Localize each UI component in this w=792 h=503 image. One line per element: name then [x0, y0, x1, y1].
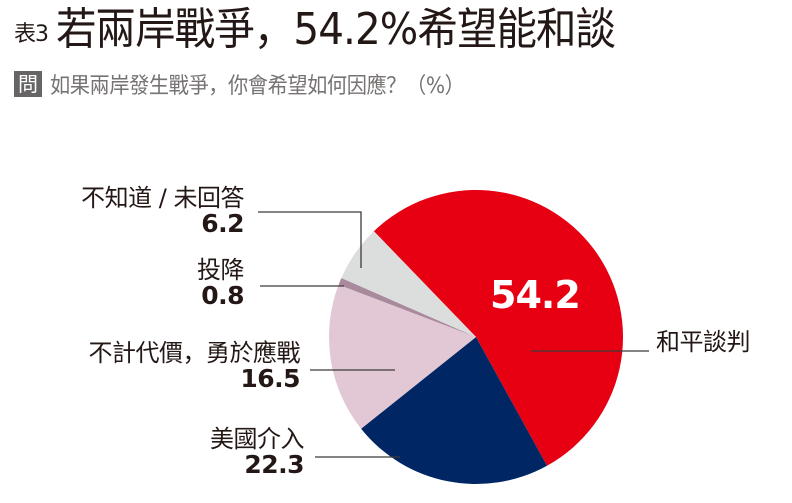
pie-slices [329, 189, 624, 485]
label-us: 美國介入 22.3 [210, 425, 305, 480]
label-fight-name: 不計代價，勇於應戰 [88, 339, 301, 367]
label-unknown-value: 6.2 [201, 209, 244, 239]
pie-slice-unknown [341, 231, 476, 337]
label-surrender-value: 0.8 [201, 281, 244, 311]
label-fight: 不計代價，勇於應戰 16.5 [88, 339, 301, 394]
pie-slice-fight [329, 284, 476, 429]
label-peace-name: 和平談判 [656, 328, 751, 356]
question-badge: 問 [14, 71, 42, 97]
pie-slice-surrender [338, 277, 476, 337]
pie-slice-us-intervene [361, 337, 547, 485]
label-surrender-name: 投降 [197, 256, 245, 284]
label-us-name: 美國介入 [210, 425, 305, 453]
label-fight-value: 16.5 [240, 364, 300, 394]
title-row: 表3 若兩岸戰爭，54.2%希望能和談 [14, 8, 664, 52]
peace-talks-value: 54.2 [490, 273, 581, 317]
question-text: 如果兩岸發生戰爭，你會希望如何因應？（%） [50, 74, 465, 99]
question-row: 問 如果兩岸發生戰爭，你會希望如何因應？（%） [14, 68, 500, 100]
label-unknown: 不知道 / 未回答 6.2 [81, 184, 244, 239]
table-number: 表3 [14, 22, 49, 47]
leader-lines [258, 211, 649, 458]
label-surrender: 投降 0.8 [197, 256, 245, 311]
leader-unknown [258, 211, 362, 268]
pie-slice-peace-talks [373, 189, 624, 466]
label-us-value: 22.3 [244, 450, 304, 480]
chart-title: 若兩岸戰爭，54.2%希望能和談 [56, 4, 616, 55]
label-unknown-name: 不知道 / 未回答 [81, 184, 244, 212]
